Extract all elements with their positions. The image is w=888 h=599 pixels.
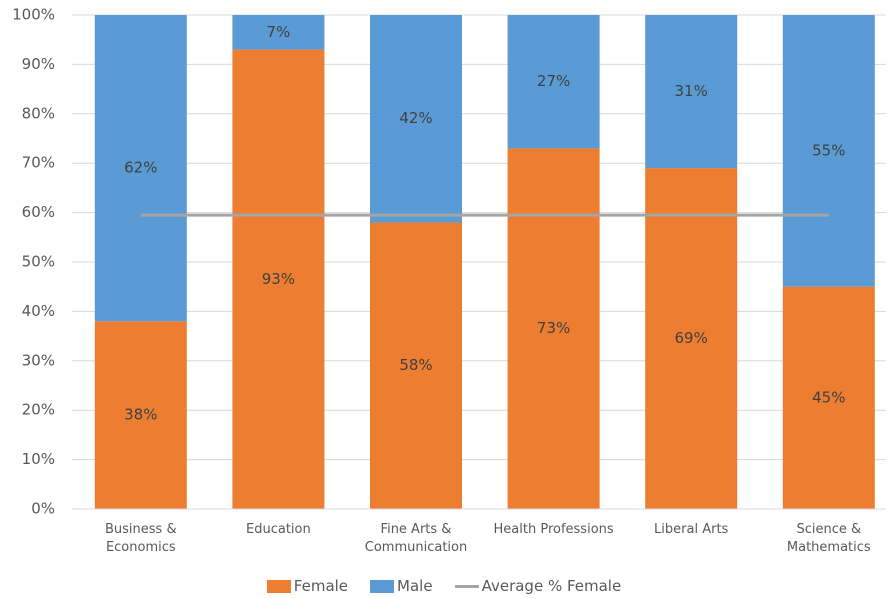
data-label: 62% xyxy=(124,159,157,177)
bar-segment xyxy=(782,286,875,509)
x-tick-label: Business & Economics xyxy=(104,522,177,555)
x-tick-label: Health Professions xyxy=(493,522,614,537)
legend-item: Average % Female xyxy=(454,577,622,595)
legend: Female Male Average % Female xyxy=(0,577,888,595)
chart: 0% 10% 20% 30% 40% 50% 60% 70% 80% 90% 100% 38% 93% 5… xyxy=(12,6,886,518)
x-tick-label: Education xyxy=(246,522,311,537)
x-tick-label: Science & Mathematics xyxy=(786,522,871,555)
bar-segment xyxy=(645,15,738,169)
bar-segment xyxy=(645,168,738,509)
bar-segment xyxy=(232,15,325,50)
y-tick-label: 60% xyxy=(22,203,55,221)
data-label: 58% xyxy=(399,356,432,374)
legend-swatch xyxy=(266,579,291,593)
data-label: 93% xyxy=(262,270,295,288)
legend-item: Male xyxy=(370,577,433,595)
bar-segment xyxy=(94,321,187,509)
y-tick-label: 30% xyxy=(22,351,55,369)
legend-label: Average % Female xyxy=(481,577,622,595)
legend-swatch xyxy=(454,584,479,588)
legend-label: Female xyxy=(293,577,349,595)
data-label: 69% xyxy=(675,329,708,347)
x-tick-label: Liberal Arts xyxy=(654,522,729,537)
data-label: 73% xyxy=(537,319,570,337)
data-label: 31% xyxy=(675,82,708,100)
y-tick-label: 50% xyxy=(22,253,55,271)
legend-label: Male xyxy=(397,577,433,595)
bar-segment xyxy=(507,15,600,149)
y-tick-label: 70% xyxy=(22,154,55,172)
data-label: 45% xyxy=(812,388,845,406)
legend-item: Female xyxy=(266,577,349,595)
bar-segment xyxy=(370,15,462,223)
bar-segment xyxy=(507,148,600,509)
y-tick-label: 20% xyxy=(22,401,55,419)
x-tick-label: Fine Arts & Communication xyxy=(364,522,468,555)
bar-segment xyxy=(232,49,325,510)
data-label: 7% xyxy=(267,23,291,41)
data-label: 27% xyxy=(537,72,570,90)
data-label: 55% xyxy=(812,141,845,159)
data-label: 42% xyxy=(399,109,432,127)
y-tick-label: 0% xyxy=(31,500,55,518)
y-tick-label: 90% xyxy=(22,55,55,73)
y-tick-label: 40% xyxy=(22,302,55,320)
y-tick-label: 100% xyxy=(12,6,55,24)
bar-segment xyxy=(94,15,187,322)
y-tick-label: 80% xyxy=(22,104,55,122)
bar-segment xyxy=(782,15,875,287)
legend-swatch xyxy=(370,579,395,593)
bar-segment xyxy=(370,222,462,510)
data-label: 38% xyxy=(124,406,157,424)
y-tick-label: 10% xyxy=(22,450,55,468)
